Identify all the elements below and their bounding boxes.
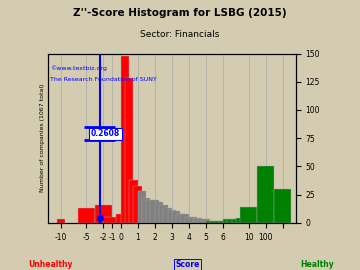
Text: Healthy: Healthy bbox=[300, 260, 334, 269]
Bar bbox=[185, 217, 193, 223]
Bar bbox=[202, 220, 210, 223]
Bar bbox=[138, 191, 146, 223]
Bar bbox=[129, 180, 138, 223]
Bar bbox=[172, 211, 180, 223]
Text: Z''-Score Histogram for LSBG (2015): Z''-Score Histogram for LSBG (2015) bbox=[73, 8, 287, 18]
Bar bbox=[78, 208, 95, 223]
Bar bbox=[103, 217, 121, 223]
Text: Score: Score bbox=[175, 260, 199, 269]
Text: Sector: Financials: Sector: Financials bbox=[140, 30, 220, 39]
Bar bbox=[274, 189, 291, 223]
Bar bbox=[180, 214, 189, 223]
Text: 0.2608: 0.2608 bbox=[91, 129, 120, 138]
Bar bbox=[223, 220, 231, 223]
Bar bbox=[159, 205, 167, 223]
Bar bbox=[150, 200, 159, 223]
Bar bbox=[95, 205, 112, 223]
Bar bbox=[206, 221, 215, 223]
Bar bbox=[125, 78, 133, 223]
Bar bbox=[167, 210, 176, 223]
Bar bbox=[227, 220, 236, 223]
Text: The Research Foundation of SUNY: The Research Foundation of SUNY bbox=[50, 77, 157, 82]
Bar bbox=[193, 218, 202, 223]
Bar bbox=[146, 200, 155, 223]
Bar bbox=[133, 185, 142, 223]
Bar bbox=[231, 220, 240, 223]
Bar bbox=[210, 221, 219, 223]
Bar bbox=[215, 221, 223, 223]
Text: Unhealthy: Unhealthy bbox=[28, 260, 73, 269]
Bar bbox=[95, 220, 103, 223]
Bar bbox=[197, 220, 206, 223]
Bar bbox=[257, 166, 274, 223]
Bar bbox=[121, 56, 129, 223]
Bar bbox=[116, 214, 125, 223]
Y-axis label: Number of companies (1067 total): Number of companies (1067 total) bbox=[40, 84, 45, 193]
Bar bbox=[155, 202, 163, 223]
Bar bbox=[189, 217, 197, 223]
Bar bbox=[176, 214, 185, 223]
Bar bbox=[57, 220, 65, 223]
Bar bbox=[219, 221, 227, 223]
Bar bbox=[240, 207, 257, 223]
Bar bbox=[163, 208, 172, 223]
Bar bbox=[236, 218, 244, 223]
Bar bbox=[142, 198, 150, 223]
Text: ©www.textbiz.org: ©www.textbiz.org bbox=[50, 65, 107, 70]
